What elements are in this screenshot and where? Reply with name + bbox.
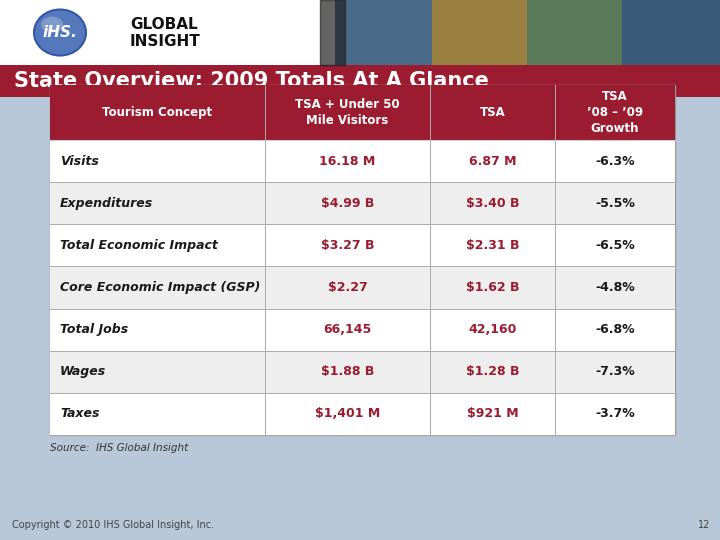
FancyBboxPatch shape: [432, 0, 527, 65]
Text: Source:  IHS Global Insight: Source: IHS Global Insight: [50, 443, 188, 453]
Text: -6.8%: -6.8%: [595, 323, 635, 336]
Text: 66,145: 66,145: [323, 323, 372, 336]
Text: Total Jobs: Total Jobs: [60, 323, 128, 336]
Text: TSA: TSA: [480, 106, 505, 119]
FancyBboxPatch shape: [50, 393, 675, 435]
Text: State Overview: 2009 Totals At A Glance: State Overview: 2009 Totals At A Glance: [14, 71, 489, 91]
Text: Taxes: Taxes: [60, 407, 99, 421]
Text: Visits: Visits: [60, 154, 99, 167]
Text: $1.62 B: $1.62 B: [466, 281, 519, 294]
Text: 42,160: 42,160: [468, 323, 517, 336]
Text: $4.99 B: $4.99 B: [321, 197, 374, 210]
Text: GLOBAL: GLOBAL: [130, 17, 197, 32]
Text: -3.7%: -3.7%: [595, 407, 635, 421]
Text: Copyright © 2010 IHS Global Insight, Inc.: Copyright © 2010 IHS Global Insight, Inc…: [12, 520, 214, 530]
FancyBboxPatch shape: [50, 85, 675, 435]
Text: INSIGHT: INSIGHT: [130, 34, 201, 49]
FancyBboxPatch shape: [527, 0, 622, 65]
FancyBboxPatch shape: [50, 182, 675, 224]
FancyBboxPatch shape: [335, 0, 432, 65]
Text: -6.3%: -6.3%: [595, 154, 635, 167]
Text: Wages: Wages: [60, 365, 107, 379]
Text: $1.28 B: $1.28 B: [466, 365, 519, 379]
Text: 12: 12: [698, 520, 710, 530]
Text: Core Economic Impact (GSP): Core Economic Impact (GSP): [60, 281, 261, 294]
Text: $2.27: $2.27: [328, 281, 367, 294]
Text: TSA + Under 50
Mile Visitors: TSA + Under 50 Mile Visitors: [295, 98, 400, 127]
Text: 6.87 M: 6.87 M: [469, 154, 516, 167]
Text: -4.8%: -4.8%: [595, 281, 635, 294]
Text: Tourism Concept: Tourism Concept: [102, 106, 212, 119]
FancyBboxPatch shape: [50, 85, 675, 140]
FancyBboxPatch shape: [622, 0, 720, 65]
FancyBboxPatch shape: [50, 224, 675, 266]
FancyBboxPatch shape: [0, 0, 335, 65]
Text: -5.5%: -5.5%: [595, 197, 635, 210]
Text: $921 M: $921 M: [467, 407, 518, 421]
Text: Expenditures: Expenditures: [60, 197, 153, 210]
Text: Total Economic Impact: Total Economic Impact: [60, 239, 218, 252]
Text: -6.5%: -6.5%: [595, 239, 635, 252]
Text: TSA
’08 – ’09
Growth: TSA ’08 – ’09 Growth: [587, 90, 643, 135]
Text: $2.31 B: $2.31 B: [466, 239, 519, 252]
Text: iHS.: iHS.: [42, 25, 77, 40]
Ellipse shape: [34, 10, 86, 56]
Text: 16.18 M: 16.18 M: [320, 154, 376, 167]
Text: $1.88 B: $1.88 B: [321, 365, 374, 379]
Text: -7.3%: -7.3%: [595, 365, 635, 379]
Ellipse shape: [41, 17, 63, 32]
Text: $3.40 B: $3.40 B: [466, 197, 519, 210]
Text: $3.27 B: $3.27 B: [320, 239, 374, 252]
Polygon shape: [320, 0, 345, 65]
FancyBboxPatch shape: [50, 308, 675, 350]
Text: $1,401 M: $1,401 M: [315, 407, 380, 421]
FancyBboxPatch shape: [50, 266, 675, 308]
FancyBboxPatch shape: [0, 65, 720, 97]
FancyBboxPatch shape: [50, 350, 675, 393]
FancyBboxPatch shape: [50, 140, 675, 182]
